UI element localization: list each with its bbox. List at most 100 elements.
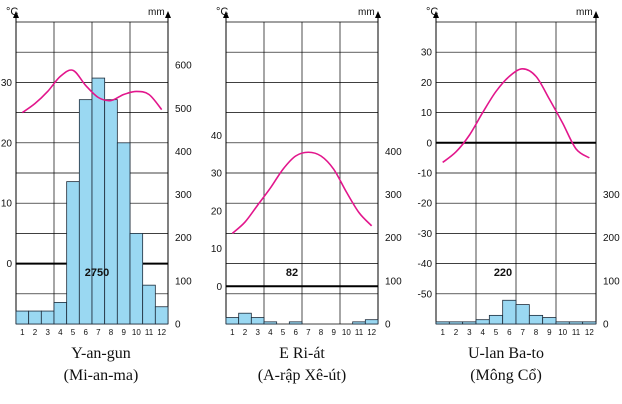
rain-bar [40, 310, 55, 325]
right-tick-label: 200 [603, 233, 620, 244]
left-tick-label: 20 [211, 206, 223, 217]
right-tick-label: 100 [385, 276, 402, 287]
left-tick-label: -10 [418, 169, 433, 180]
month-label: 2 [33, 328, 38, 337]
rain-bar [66, 181, 80, 325]
month-label: 2 [454, 328, 459, 337]
rain-bar [142, 284, 156, 325]
right-tick-label: 300 [385, 190, 402, 201]
month-label: 3 [467, 328, 472, 337]
left-tick-label: 10 [421, 108, 433, 119]
rain-bar [238, 312, 252, 325]
month-label: 8 [534, 328, 539, 337]
month-label: 6 [83, 328, 88, 337]
right-tick-label: 100 [603, 276, 620, 287]
month-label: 1 [20, 328, 25, 337]
total-rainfall-label: 2750 [85, 267, 109, 279]
right-tick-label: 400 [385, 147, 402, 158]
right-tick-label: 400 [175, 147, 192, 158]
right-tick-label: 300 [603, 190, 620, 201]
rain-bar [250, 317, 265, 325]
month-label: 5 [494, 328, 499, 337]
month-label: 11 [355, 328, 364, 337]
rain-bar [104, 99, 118, 325]
month-label: 8 [319, 328, 324, 337]
left-tick-label: -20 [418, 199, 433, 210]
rain-bar [555, 321, 570, 325]
left-tick-label: 10 [1, 199, 13, 210]
rain-bar [263, 321, 278, 325]
month-label: 5 [281, 328, 286, 337]
caption-yangon: Y-an-gun (Mi-an-ma) [1, 343, 201, 387]
left-tick-label: 30 [421, 48, 433, 59]
right-axis-unit: mm [358, 7, 375, 18]
rain-bar [352, 321, 366, 325]
month-label: 10 [132, 328, 141, 337]
month-label: 10 [558, 328, 567, 337]
right-tick-label: 100 [175, 276, 192, 287]
left-tick-label: -50 [418, 289, 433, 300]
right-axis-unit: mm [148, 7, 165, 18]
right-axis-unit: mm [576, 7, 593, 18]
month-label: 11 [145, 328, 154, 337]
rain-bar [502, 299, 517, 325]
month-label: 9 [331, 328, 336, 337]
rain-bar [515, 304, 530, 325]
month-label: 4 [58, 328, 63, 337]
left-axis-unit: °C [216, 6, 228, 18]
rain-bar [15, 310, 30, 325]
month-label: 6 [293, 328, 298, 337]
rain-bar [475, 319, 490, 325]
temperature-line [442, 68, 590, 164]
rain-bar [91, 77, 106, 325]
right-tick-label: 0 [385, 320, 391, 331]
total-rainfall-label: 82 [286, 267, 298, 279]
right-tick-label: 200 [385, 233, 402, 244]
rain-bar [53, 302, 68, 325]
right-axis-arrow [593, 11, 599, 18]
left-tick-label: 30 [211, 169, 223, 180]
month-label: 7 [306, 328, 311, 337]
month-label: 6 [507, 328, 512, 337]
left-axis-arrow [13, 11, 19, 18]
left-axis-arrow [433, 11, 439, 18]
month-label: 10 [342, 328, 351, 337]
left-axis-unit: °C [426, 6, 438, 18]
right-tick-label: 500 [175, 104, 192, 115]
temperature-line [21, 69, 163, 114]
rain-bar [448, 321, 464, 325]
right-axis-arrow [165, 11, 171, 18]
month-label: 12 [585, 328, 594, 337]
rain-bar [129, 232, 144, 325]
left-axis-arrow [223, 11, 229, 18]
left-tick-label: -40 [418, 259, 433, 270]
rain-bar [542, 317, 557, 325]
rain-bar [528, 314, 544, 325]
left-axis-unit: °C [6, 6, 18, 18]
month-label: 1 [230, 328, 235, 337]
temperature-line [231, 151, 373, 235]
month-label: 8 [109, 328, 114, 337]
month-label: 4 [480, 328, 485, 337]
month-label: 7 [96, 328, 101, 337]
left-tick-label: 20 [421, 78, 433, 89]
caption-riyadh: E Ri-át (A-rập Xê-út) [202, 343, 402, 387]
rain-bar [568, 321, 584, 325]
month-label: 3 [255, 328, 260, 337]
rain-bar [288, 321, 303, 325]
rain-bar [488, 314, 504, 325]
left-tick-label: 0 [426, 138, 432, 149]
rain-bar [364, 319, 379, 325]
rain-bar [154, 306, 169, 325]
right-axis-arrow [375, 11, 381, 18]
month-label: 5 [71, 328, 76, 337]
right-tick-label: 200 [175, 233, 192, 244]
left-tick-label: -30 [418, 229, 433, 240]
left-tick-label: 30 [1, 78, 13, 89]
country-name: (A-rập Xê-út) [257, 367, 347, 384]
month-label: 11 [572, 328, 581, 337]
left-tick-label: 0 [216, 282, 222, 293]
